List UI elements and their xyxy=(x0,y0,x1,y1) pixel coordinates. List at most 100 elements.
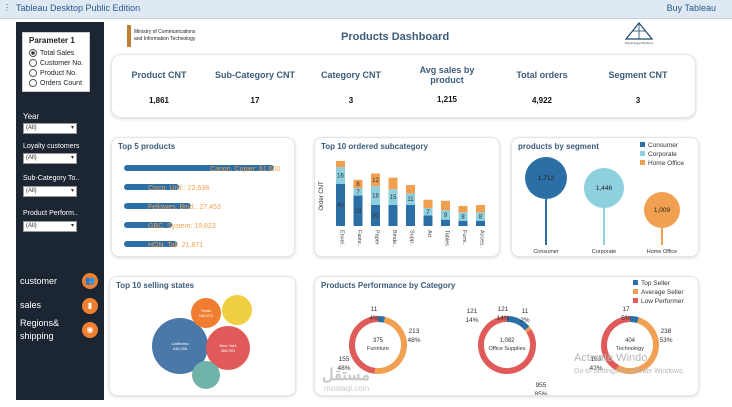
filter-year-select[interactable]: (All) ▾ xyxy=(23,123,77,134)
radio-product-no[interactable]: Product No. xyxy=(29,69,77,77)
radio-orders-count[interactable]: Orders Count xyxy=(29,79,82,87)
subcat-bar-bottom[interactable] xyxy=(371,205,380,226)
kpi-value: 3 xyxy=(635,96,641,105)
segment-bubble[interactable] xyxy=(525,157,567,199)
subcat-bar-middle[interactable] xyxy=(406,193,415,205)
donut-segment[interactable] xyxy=(374,316,407,374)
top5-bar[interactable] xyxy=(124,203,191,209)
subcat-bar-middle[interactable] xyxy=(423,208,433,216)
activate-windows-subtext: Go to Settings to activate Windows. xyxy=(574,368,685,375)
segment-axis-label: Home Office xyxy=(647,249,677,255)
subcat-bar-bottom[interactable] xyxy=(441,219,450,226)
logo-caption: Digital Egypt Builders xyxy=(624,41,654,45)
legend-swatch xyxy=(633,289,638,294)
subcat-value-label: 7 xyxy=(426,210,430,216)
subcat-bar-top[interactable] xyxy=(353,179,363,189)
nav-shipping[interactable]: shipping xyxy=(20,331,54,341)
subcat-bar-middle[interactable] xyxy=(441,210,450,220)
donut-segment[interactable] xyxy=(616,317,659,374)
state-bubble[interactable] xyxy=(191,298,221,328)
subcat-bar-bottom[interactable] xyxy=(476,220,485,226)
subcat-bar-bottom[interactable] xyxy=(423,215,433,227)
state-bubble[interactable] xyxy=(152,318,208,374)
subcat-bar-middle[interactable] xyxy=(371,186,380,205)
subcat-bar-middle[interactable] xyxy=(353,188,363,196)
subcat-bar-bottom[interactable] xyxy=(406,205,415,226)
kpi-segment-cnt: Segment CNT 3 xyxy=(594,70,682,105)
top5-bar[interactable] xyxy=(124,184,180,190)
kpi-label: Category CNT xyxy=(320,70,381,80)
subcat-bar-middle[interactable] xyxy=(476,212,485,221)
people-icon[interactable]: 👥 xyxy=(82,273,98,289)
radio-label: Total Sales xyxy=(40,49,75,57)
filter-performance-select[interactable]: (All) ▾ xyxy=(23,221,77,232)
filter-label-year: Year xyxy=(23,112,40,121)
subcat-bar-bottom[interactable] xyxy=(353,195,363,226)
donut-segment[interactable] xyxy=(506,316,530,331)
top5-bar[interactable] xyxy=(124,241,178,247)
subcat-bar-top[interactable] xyxy=(476,205,485,213)
donut-segment[interactable] xyxy=(601,316,631,371)
donut-center-value: 1,082 xyxy=(499,338,515,344)
y-axis-label: Order CNT xyxy=(319,181,325,211)
subcat-value-label: 9 xyxy=(444,213,448,219)
donut-label: 213 xyxy=(409,328,420,335)
filter-subcategory-select[interactable]: (All) ▾ xyxy=(23,186,77,197)
subcat-bar-top[interactable] xyxy=(458,206,468,213)
nav-sales[interactable]: sales xyxy=(20,300,42,310)
nav-regions[interactable]: Regions& xyxy=(20,318,60,328)
state-name-label: Texas xyxy=(201,308,211,313)
top5-bar[interactable] xyxy=(124,222,173,228)
state-name-label: California xyxy=(172,341,190,346)
globe-icon[interactable]: ◉ xyxy=(82,322,98,338)
segment-value-label: 1,446 xyxy=(596,185,613,192)
state-name-label: New York xyxy=(220,343,237,348)
subcat-bar-top[interactable] xyxy=(371,173,380,187)
subcat-bar-middle[interactable] xyxy=(388,189,398,205)
radio-customer-no[interactable]: Customer No. xyxy=(29,59,83,67)
subcat-value-label: 18 xyxy=(372,194,379,200)
filter-loyalty-select[interactable]: (All) ▾ xyxy=(23,153,77,164)
segment-bubble[interactable] xyxy=(584,168,624,208)
kpi-value: 17 xyxy=(250,96,260,105)
donut-label: 17 xyxy=(622,306,630,313)
state-bubble[interactable] xyxy=(192,361,220,389)
donut-segment[interactable] xyxy=(524,326,532,333)
donut-segment[interactable] xyxy=(377,316,386,323)
app-menu-icon[interactable]: ⋮ xyxy=(3,3,11,12)
donut-segment[interactable] xyxy=(349,316,379,374)
donut-label: 153 xyxy=(591,356,602,363)
donut-label: 14% xyxy=(465,317,478,324)
subcat-bar-bottom[interactable] xyxy=(388,205,398,226)
subcat-value-label: 11 xyxy=(407,197,414,203)
state-bubble[interactable] xyxy=(222,295,252,325)
dropdown-arrow-icon: ▾ xyxy=(70,155,74,161)
state-bubble[interactable] xyxy=(206,326,250,370)
donut-hole xyxy=(608,323,652,367)
segment-bubble[interactable] xyxy=(644,192,680,228)
top5-bar-label: Fellowes. Bind.: 27,453 xyxy=(148,204,221,211)
subcat-bar-middle[interactable] xyxy=(336,167,345,184)
subcat-bar-top[interactable] xyxy=(406,185,415,194)
subcat-bar-bottom[interactable] xyxy=(336,184,345,226)
subcat-bar-top[interactable] xyxy=(423,199,433,209)
card-title: Top 5 products xyxy=(118,142,176,151)
kpi-label: Total orders xyxy=(516,70,568,80)
top5-bar-label: HON. Tall: 21,871 xyxy=(148,242,203,249)
subcat-bar-top[interactable] xyxy=(388,177,398,190)
dropdown-arrow-icon: ▾ xyxy=(70,188,74,194)
top5-bar[interactable] xyxy=(124,165,274,171)
kpi-subcategory-cnt: Sub-Category CNT 17 xyxy=(206,70,304,105)
nav-customer[interactable]: customer xyxy=(20,276,58,286)
donut-segment[interactable] xyxy=(478,316,536,374)
buy-tableau-link[interactable]: Buy Tableau xyxy=(666,3,716,13)
subcat-bar-top[interactable] xyxy=(336,160,345,168)
subcat-bar-middle[interactable] xyxy=(458,212,468,221)
radio-total-sales[interactable]: Total Sales xyxy=(29,49,74,57)
subcat-bar-bottom[interactable] xyxy=(458,220,468,226)
radio-icon xyxy=(29,59,37,67)
kpi-value: 4,922 xyxy=(531,96,553,105)
subcat-bar-top[interactable] xyxy=(441,200,450,211)
donut-segment[interactable] xyxy=(629,316,639,324)
bar-chart-icon[interactable]: ▮ xyxy=(82,298,98,314)
